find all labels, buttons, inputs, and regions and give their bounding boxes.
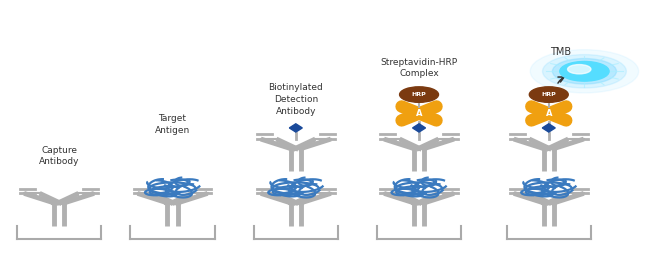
Circle shape <box>529 87 568 102</box>
Text: TMB: TMB <box>550 47 571 57</box>
Circle shape <box>530 50 639 93</box>
Circle shape <box>408 109 431 118</box>
Text: A: A <box>416 109 422 118</box>
Circle shape <box>400 87 439 102</box>
Text: Capture
Antibody: Capture Antibody <box>39 146 79 166</box>
Circle shape <box>560 61 609 81</box>
Circle shape <box>537 109 560 118</box>
Text: Target
Antigen: Target Antigen <box>155 114 190 135</box>
Polygon shape <box>289 124 302 132</box>
Text: Streptavidin-HRP
Complex: Streptavidin-HRP Complex <box>380 57 458 78</box>
Circle shape <box>543 55 627 88</box>
Circle shape <box>552 58 616 84</box>
Circle shape <box>567 64 591 74</box>
Text: A: A <box>545 109 552 118</box>
Text: HRP: HRP <box>541 92 556 97</box>
Text: HRP: HRP <box>411 92 426 97</box>
Polygon shape <box>542 124 555 132</box>
Text: Biotinylated
Detection
Antibody: Biotinylated Detection Antibody <box>268 83 323 116</box>
Polygon shape <box>413 124 426 132</box>
